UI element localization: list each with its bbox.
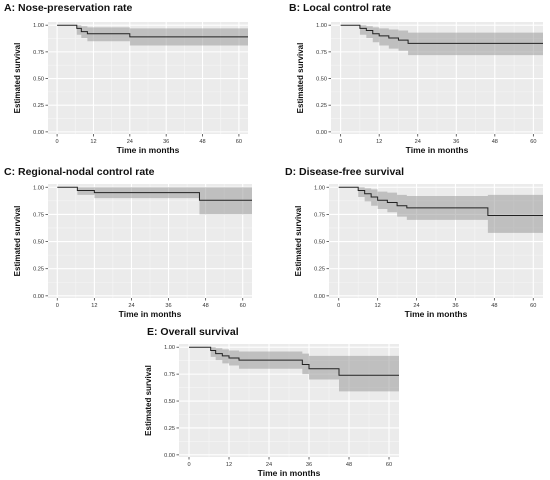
y-tick-label: 1.00 [33,185,44,191]
panel-b: B: Local control rate 0 12 24 36 48 60 0.00 0.2… [289,2,547,155]
x-tick-label: 0 [339,139,342,145]
y-tick-label: 1.00 [33,23,44,29]
y-tick-label: 0.00 [316,130,327,136]
x-tick-label: 48 [346,462,352,468]
x-tick-label: 12 [90,139,96,145]
chart-title-d: D: Disease-free survival [285,166,405,178]
chart-e: 0 12 24 36 48 60 0.00 0.25 0.50 0.75 1.00 Time in m… [144,344,399,478]
survival-curve [57,24,248,38]
y-axis-label: Estimated survival [294,206,303,277]
x-tick-label: 36 [306,462,312,468]
y-axis-label: Estimated survival [296,43,305,114]
y-tick-label: 0.75 [314,212,325,218]
y-tick-label: 0.50 [314,240,325,246]
y-tick-label: 0.50 [33,77,44,83]
x-axis-label: Time in months [406,145,469,155]
x-tick-label: 24 [128,303,134,309]
y-tick-label: 0.00 [164,453,175,459]
confidence-band [189,347,399,392]
x-tick-label: 60 [386,462,392,468]
survival-curve [338,186,543,216]
y-tick-label: 0.75 [33,50,44,56]
x-axis-label: Time in months [405,309,468,319]
y-tick-label: 0.50 [33,240,44,246]
x-tick-label: 48 [199,139,205,145]
x-tick-label: 60 [530,303,536,309]
chart-title-e: E: Overall survival [147,326,239,338]
chart-title-c: C: Regional-nodal control rate [4,166,155,178]
x-tick-label: 36 [452,303,458,309]
y-tick-label: 0.50 [316,77,327,83]
confidence-band [57,187,252,215]
x-tick-label: 24 [415,139,421,145]
confidence-band [57,25,248,46]
chart-c: 0 12 24 36 48 60 0.00 0.25 0.50 0.75 1.00 Time in m… [13,184,252,319]
y-tick-label: 0.25 [164,426,175,432]
x-tick-label: 12 [375,303,381,309]
x-tick-label: 36 [165,303,171,309]
x-tick-label: 12 [91,303,97,309]
x-tick-label: 24 [266,462,272,468]
y-tick-label: 0.75 [316,50,327,56]
y-tick-label: 0.75 [164,372,175,378]
chart-a: 0 12 24 36 48 60 0.00 0.25 0.50 0.75 1.00 Time in m… [13,22,248,155]
panel-a: A: Nose-preservation rate 0 12 24 36 48 60 0.0… [4,2,256,155]
y-tick-label: 0.25 [314,267,325,273]
chart-b: 0 12 24 36 48 60 0.00 0.25 0.50 0.75 1.00 Time in m… [296,22,543,155]
y-tick-label: 0.00 [314,294,325,300]
y-axis-label: Estimated survival [144,365,153,436]
panel-c: C: Regional-nodal control rate 0 12 24 36 48… [4,166,256,319]
survival-curve [57,186,252,201]
panel-e: E: Overall survival 0 12 24 36 48 60 0.00 0.25 0… [144,326,403,480]
y-axis-label: Estimated survival [13,43,22,114]
y-tick-label: 0.25 [33,267,44,273]
x-tick-label: 60 [530,139,536,145]
x-tick-label: 24 [413,303,419,309]
x-tick-label: 60 [240,303,246,309]
y-tick-label: 0.25 [316,103,327,109]
chart-d: 0 12 24 36 48 60 0.00 0.25 0.50 0.75 1.00 Time in m… [294,184,543,319]
y-tick-label: 0.25 [33,103,44,109]
y-tick-label: 1.00 [164,345,175,351]
x-tick-label: 0 [56,139,59,145]
x-tick-label: 0 [337,303,340,309]
x-tick-label: 0 [56,303,59,309]
x-tick-label: 0 [187,462,190,468]
x-tick-label: 12 [226,462,232,468]
survival-curve [189,346,399,376]
x-tick-label: 48 [203,303,209,309]
survival-curve [340,24,543,44]
y-tick-label: 0.50 [164,399,175,405]
x-tick-label: 48 [491,303,497,309]
y-tick-label: 0.00 [33,130,44,136]
x-tick-label: 60 [236,139,242,145]
x-tick-label: 36 [453,139,459,145]
x-tick-label: 12 [376,139,382,145]
y-tick-label: 0.75 [33,212,44,218]
x-axis-label: Time in months [119,309,182,319]
y-tick-label: 0.00 [33,294,44,300]
y-tick-label: 1.00 [316,23,327,29]
chart-title-a: A: Nose-preservation rate [4,2,133,14]
x-tick-label: 24 [127,139,133,145]
panel-d: D: Disease-free survival 0 12 24 36 48 60 0.00… [285,166,547,319]
y-axis-label: Estimated survival [13,206,22,277]
x-tick-label: 48 [492,139,498,145]
x-axis-label: Time in months [258,468,321,478]
confidence-band [338,187,543,233]
x-axis-label: Time in months [117,145,180,155]
chart-title-b: B: Local control rate [289,2,392,14]
confidence-band [340,25,543,56]
x-tick-label: 36 [163,139,169,145]
y-tick-label: 1.00 [314,185,325,191]
